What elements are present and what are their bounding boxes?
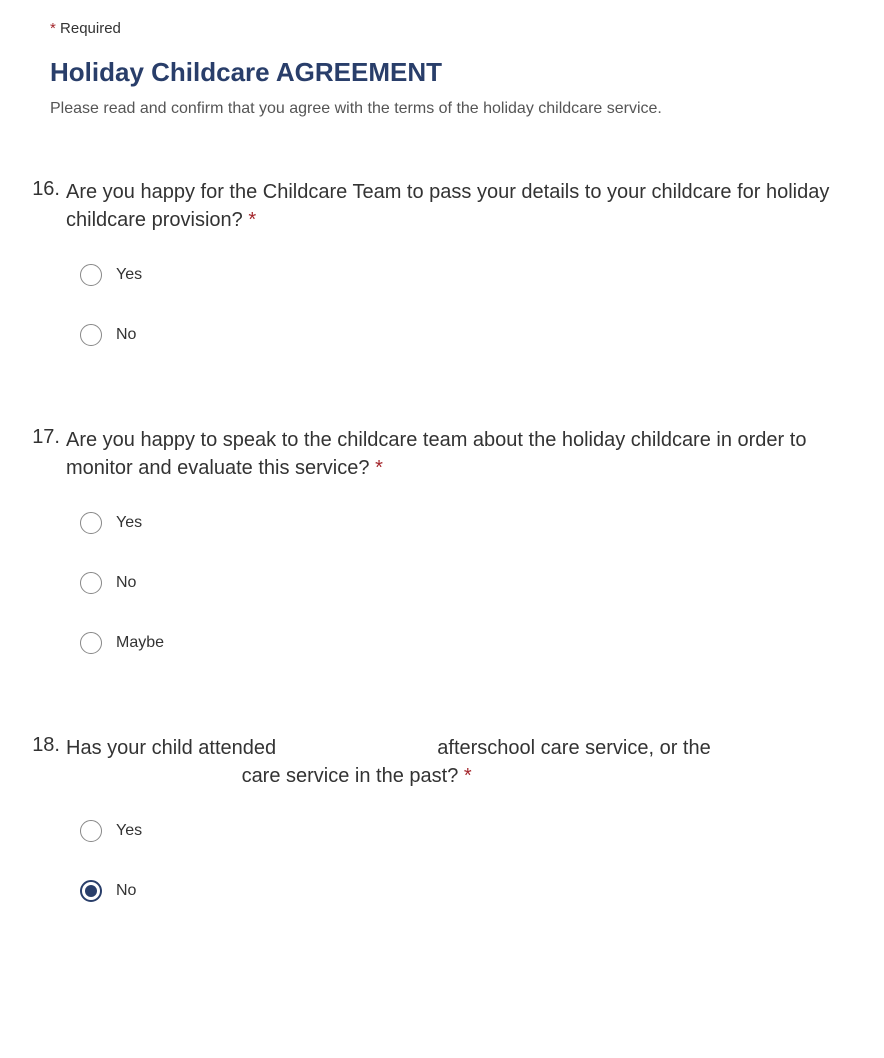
required-note: * Required	[50, 20, 854, 37]
option-yes[interactable]: Yes	[80, 512, 854, 534]
required-asterisk: *	[50, 20, 56, 37]
options-container: Yes No Maybe	[80, 512, 854, 654]
question-text: Has your child attended afterschool care…	[66, 734, 854, 790]
question-text-content: Are you happy for the Childcare Team to …	[66, 181, 829, 231]
option-label: No	[116, 326, 136, 344]
options-container: Yes No	[80, 820, 854, 902]
option-label: No	[116, 882, 136, 900]
question-block-16: 16. Are you happy for the Childcare Team…	[30, 178, 854, 346]
required-asterisk: *	[375, 457, 383, 479]
radio-button[interactable]	[80, 264, 102, 286]
radio-button[interactable]	[80, 512, 102, 534]
question-number: 16.	[30, 178, 60, 201]
question-text-part1: Has your child attended	[66, 737, 276, 759]
question-text-part3: care service in the past?	[242, 765, 459, 787]
question-block-17: 17. Are you happy to speak to the childc…	[30, 426, 854, 654]
option-yes[interactable]: Yes	[80, 820, 854, 842]
option-yes[interactable]: Yes	[80, 264, 854, 286]
option-maybe[interactable]: Maybe	[80, 632, 854, 654]
question-text: Are you happy to speak to the childcare …	[66, 426, 854, 482]
option-no[interactable]: No	[80, 880, 854, 902]
option-no[interactable]: No	[80, 572, 854, 594]
option-label: Yes	[116, 266, 142, 284]
option-label: Maybe	[116, 634, 164, 652]
option-label: Yes	[116, 822, 142, 840]
question-row: 17. Are you happy to speak to the childc…	[30, 426, 854, 482]
required-label: Required	[60, 20, 121, 37]
radio-button[interactable]	[80, 820, 102, 842]
question-block-18: 18. Has your child attended afterschool …	[30, 734, 854, 902]
question-text: Are you happy for the Childcare Team to …	[66, 178, 854, 234]
section-title: Holiday Childcare AGREEMENT	[50, 57, 854, 88]
option-label: Yes	[116, 514, 142, 532]
radio-button[interactable]	[80, 572, 102, 594]
section-description: Please read and confirm that you agree w…	[50, 100, 854, 118]
options-container: Yes No	[80, 264, 854, 346]
question-text-content: Are you happy to speak to the childcare …	[66, 429, 806, 479]
radio-button[interactable]	[80, 632, 102, 654]
question-number: 17.	[30, 426, 60, 449]
question-row: 18. Has your child attended afterschool …	[30, 734, 854, 790]
required-asterisk: *	[248, 209, 256, 231]
option-label: No	[116, 574, 136, 592]
required-asterisk: *	[464, 765, 472, 787]
question-text-part2: afterschool care service, or the	[437, 737, 710, 759]
radio-button[interactable]	[80, 880, 102, 902]
radio-button[interactable]	[80, 324, 102, 346]
option-no[interactable]: No	[80, 324, 854, 346]
question-number: 18.	[30, 734, 60, 757]
question-row: 16. Are you happy for the Childcare Team…	[30, 178, 854, 234]
